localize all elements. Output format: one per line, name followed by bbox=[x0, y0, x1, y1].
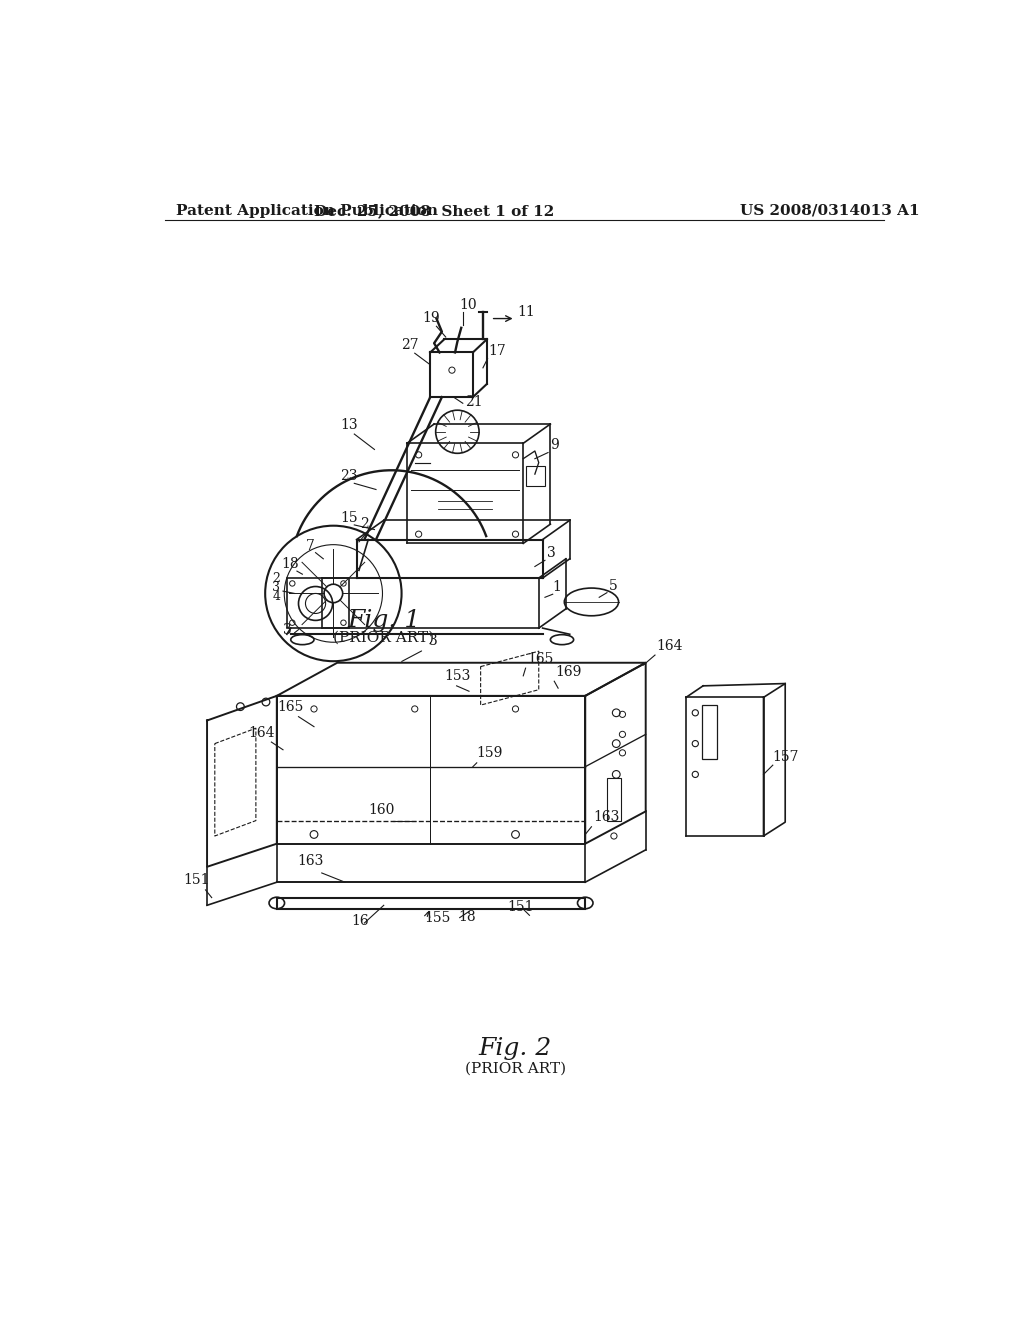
Text: 164: 164 bbox=[248, 726, 274, 741]
Text: (PRIOR ART): (PRIOR ART) bbox=[333, 631, 434, 645]
Bar bbox=[701, 705, 717, 759]
Text: 18: 18 bbox=[282, 557, 299, 572]
Text: US 2008/0314013 A1: US 2008/0314013 A1 bbox=[740, 203, 920, 218]
Text: 7: 7 bbox=[306, 539, 315, 553]
Text: 21: 21 bbox=[465, 396, 482, 409]
Text: 3: 3 bbox=[272, 581, 281, 594]
Text: 157: 157 bbox=[773, 750, 800, 763]
Text: 18: 18 bbox=[458, 909, 476, 924]
Text: 153: 153 bbox=[444, 669, 471, 684]
Bar bbox=[276, 898, 586, 909]
Text: 13: 13 bbox=[340, 418, 358, 433]
Text: 165: 165 bbox=[278, 700, 304, 714]
Text: 151: 151 bbox=[183, 873, 210, 887]
Text: 3: 3 bbox=[429, 634, 437, 648]
Text: 165: 165 bbox=[527, 652, 554, 665]
Text: 17: 17 bbox=[488, 343, 506, 358]
Text: 15: 15 bbox=[340, 511, 358, 525]
Text: 155: 155 bbox=[424, 911, 451, 925]
Text: 160: 160 bbox=[369, 804, 394, 817]
Bar bbox=[607, 779, 621, 821]
Text: 3: 3 bbox=[547, 546, 555, 560]
Bar bbox=[525, 466, 545, 486]
Text: 159: 159 bbox=[477, 747, 503, 760]
Text: 164: 164 bbox=[656, 639, 683, 652]
Text: 11: 11 bbox=[517, 305, 535, 319]
Text: 2: 2 bbox=[272, 572, 280, 585]
Text: 2: 2 bbox=[360, 517, 370, 531]
Text: 9: 9 bbox=[550, 438, 559, 453]
Text: 163: 163 bbox=[593, 809, 620, 824]
Text: 27: 27 bbox=[400, 338, 419, 352]
Text: 23: 23 bbox=[340, 470, 357, 483]
Text: Dec. 25, 2008  Sheet 1 of 12: Dec. 25, 2008 Sheet 1 of 12 bbox=[314, 203, 554, 218]
Text: 16: 16 bbox=[351, 913, 369, 928]
Bar bbox=[287, 578, 349, 628]
Text: 163: 163 bbox=[297, 854, 324, 869]
Text: 3: 3 bbox=[283, 623, 292, 638]
Text: 1: 1 bbox=[553, 581, 561, 594]
Text: (PRIOR ART): (PRIOR ART) bbox=[465, 1061, 566, 1076]
Text: 5: 5 bbox=[608, 578, 617, 593]
Text: 151: 151 bbox=[508, 900, 535, 915]
Text: 19: 19 bbox=[423, 310, 440, 325]
Text: Patent Application Publication: Patent Application Publication bbox=[176, 203, 438, 218]
Text: Fig. 2: Fig. 2 bbox=[479, 1038, 552, 1060]
Text: 4: 4 bbox=[272, 590, 281, 603]
Text: 169: 169 bbox=[556, 665, 583, 678]
Text: 10: 10 bbox=[460, 297, 477, 312]
Text: Fig. 1: Fig. 1 bbox=[347, 609, 421, 631]
